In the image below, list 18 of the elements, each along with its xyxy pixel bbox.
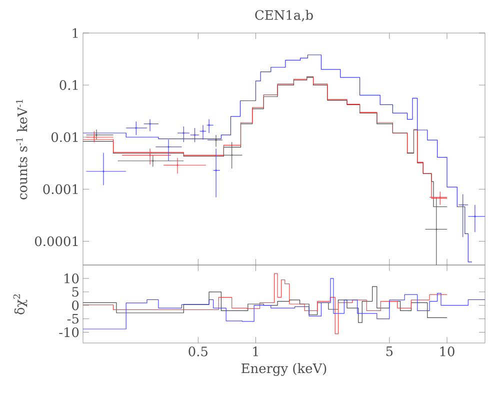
x-tick-label: 10 (440, 346, 454, 356)
chart-title: CEN1a,b (255, 10, 313, 22)
y-axis-title: counts s$^{-1}$ keV$^{-1}$ (16, 100, 28, 200)
y-tick-label: -5 (67, 314, 78, 324)
x-tick-label: 0.5 (188, 346, 208, 356)
y-tick-label: 10 (64, 274, 79, 284)
y-tick-label: 0 (72, 300, 79, 310)
y-tick-label: 0.001 (43, 184, 78, 194)
x-axis-title: Energy (keV) (242, 363, 326, 376)
y-tick-label: 0.0001 (35, 236, 78, 246)
y-tick-label: 1 (72, 28, 78, 38)
y-tick-label: 0.01 (52, 132, 78, 142)
y-tick-label: -10 (59, 327, 79, 338)
x-tick-label: 5 (386, 346, 393, 356)
y-tick-label: 0.1 (60, 80, 78, 90)
x-tick-label: 1 (253, 346, 258, 356)
y-axis-title: δχ$^{2}$ (13, 294, 28, 314)
y-tick-label: 5 (72, 287, 78, 297)
